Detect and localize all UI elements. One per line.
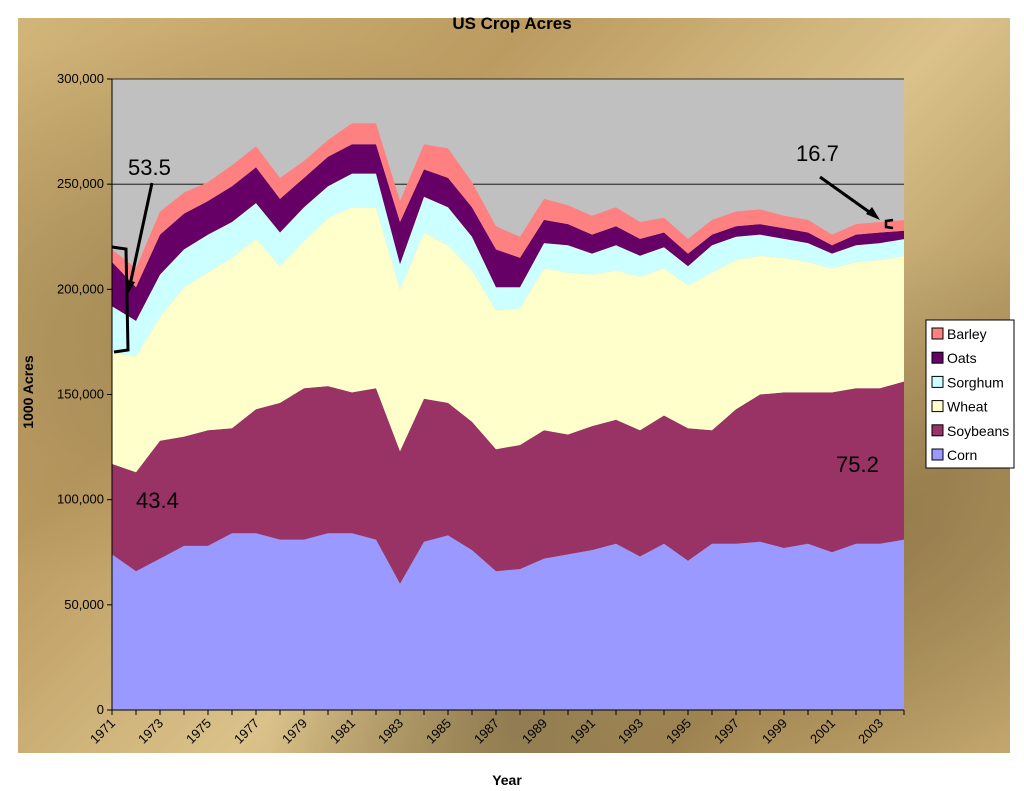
area-sorghum [112,173,904,357]
legend-swatch-soybeans [931,424,944,437]
bracket-16-7 [884,218,894,230]
arrow-16-7 [819,175,873,216]
legend-label-soybeans: Soybeans [947,423,1009,439]
x-tick-label-1975: 1975 [183,716,214,747]
arrowhead-16-7 [866,207,880,220]
legend-label-wheat: Wheat [947,399,988,415]
chart-title: US Crop Acres [452,14,571,33]
y-tick-label-6: 300,000 [57,71,104,86]
x-tick-label-1985: 1985 [423,716,454,747]
legend-swatch-sorghum [931,375,944,388]
x-tick-label-1999: 1999 [759,716,790,747]
area-soybeans [112,381,904,584]
x-tick-labels: 1971 1973 1975 1977 1979 1981 1983 1985 1987 1989… [87,710,905,747]
x-tick-label-1995: 1995 [663,716,694,747]
legend-label-sorghum: Sorghum [947,374,1004,390]
y-tick-label-3: 150,000 [57,387,104,402]
x-tick-label-1983: 1983 [375,716,406,747]
x-tick-label-1981: 1981 [327,716,358,747]
x-tick-label-1971: 1971 [87,716,118,747]
area-wheat [112,207,904,473]
legend-swatch-wheat [931,400,944,413]
legend-label-barley: Barley [947,326,987,342]
y-tick-label-1: 50,000 [64,597,104,612]
annotation-43-4: 43.4 [136,488,179,513]
x-tick-label-1987: 1987 [471,716,502,747]
annotation-53-5: 53.5 [128,155,171,180]
legend-box [925,319,1015,469]
legend-swatch-barley [931,327,944,340]
x-tick-label-1977: 1977 [231,716,262,747]
x-tick-label-1991: 1991 [567,716,598,747]
x-tick-label-2003: 2003 [855,716,886,747]
legend-swatch-corn [931,448,944,461]
annotation-75-2: 75.2 [836,452,879,477]
area-series [112,123,904,710]
x-tick-label-1989: 1989 [519,716,550,747]
y-tick-label-4: 200,000 [57,281,104,296]
legend: Barley Oats Sorghum Wheat Soybeans Corn [925,319,1015,469]
x-tick-label-1979: 1979 [279,716,310,747]
x-tick-label-1993: 1993 [615,716,646,747]
y-tick-labels: 0 50,000 100,000 150,000 200,000 250,000 300,0… [57,71,112,717]
x-tick-label-1973: 1973 [135,716,166,747]
y-tick-label-0: 0 [97,702,104,717]
legend-label-corn: Corn [947,447,977,463]
y-tick-label-5: 250,000 [57,176,104,191]
area-barley [112,123,904,288]
annotation-16-7: 16.7 [796,141,839,166]
bracket-53-5 [111,245,130,354]
x-tick-label-2001: 2001 [807,716,838,747]
legend-label-oats: Oats [947,350,977,366]
area-oats [112,144,904,321]
y-tick-label-2: 100,000 [57,492,104,507]
legend-swatch-oats [931,351,944,364]
y-axis-label: 1000 Acres [20,355,36,429]
x-axis-label: Year [492,772,522,788]
area-corn [112,533,904,710]
arrow-53-5 [128,182,154,286]
x-tick-label-1997: 1997 [711,716,742,747]
